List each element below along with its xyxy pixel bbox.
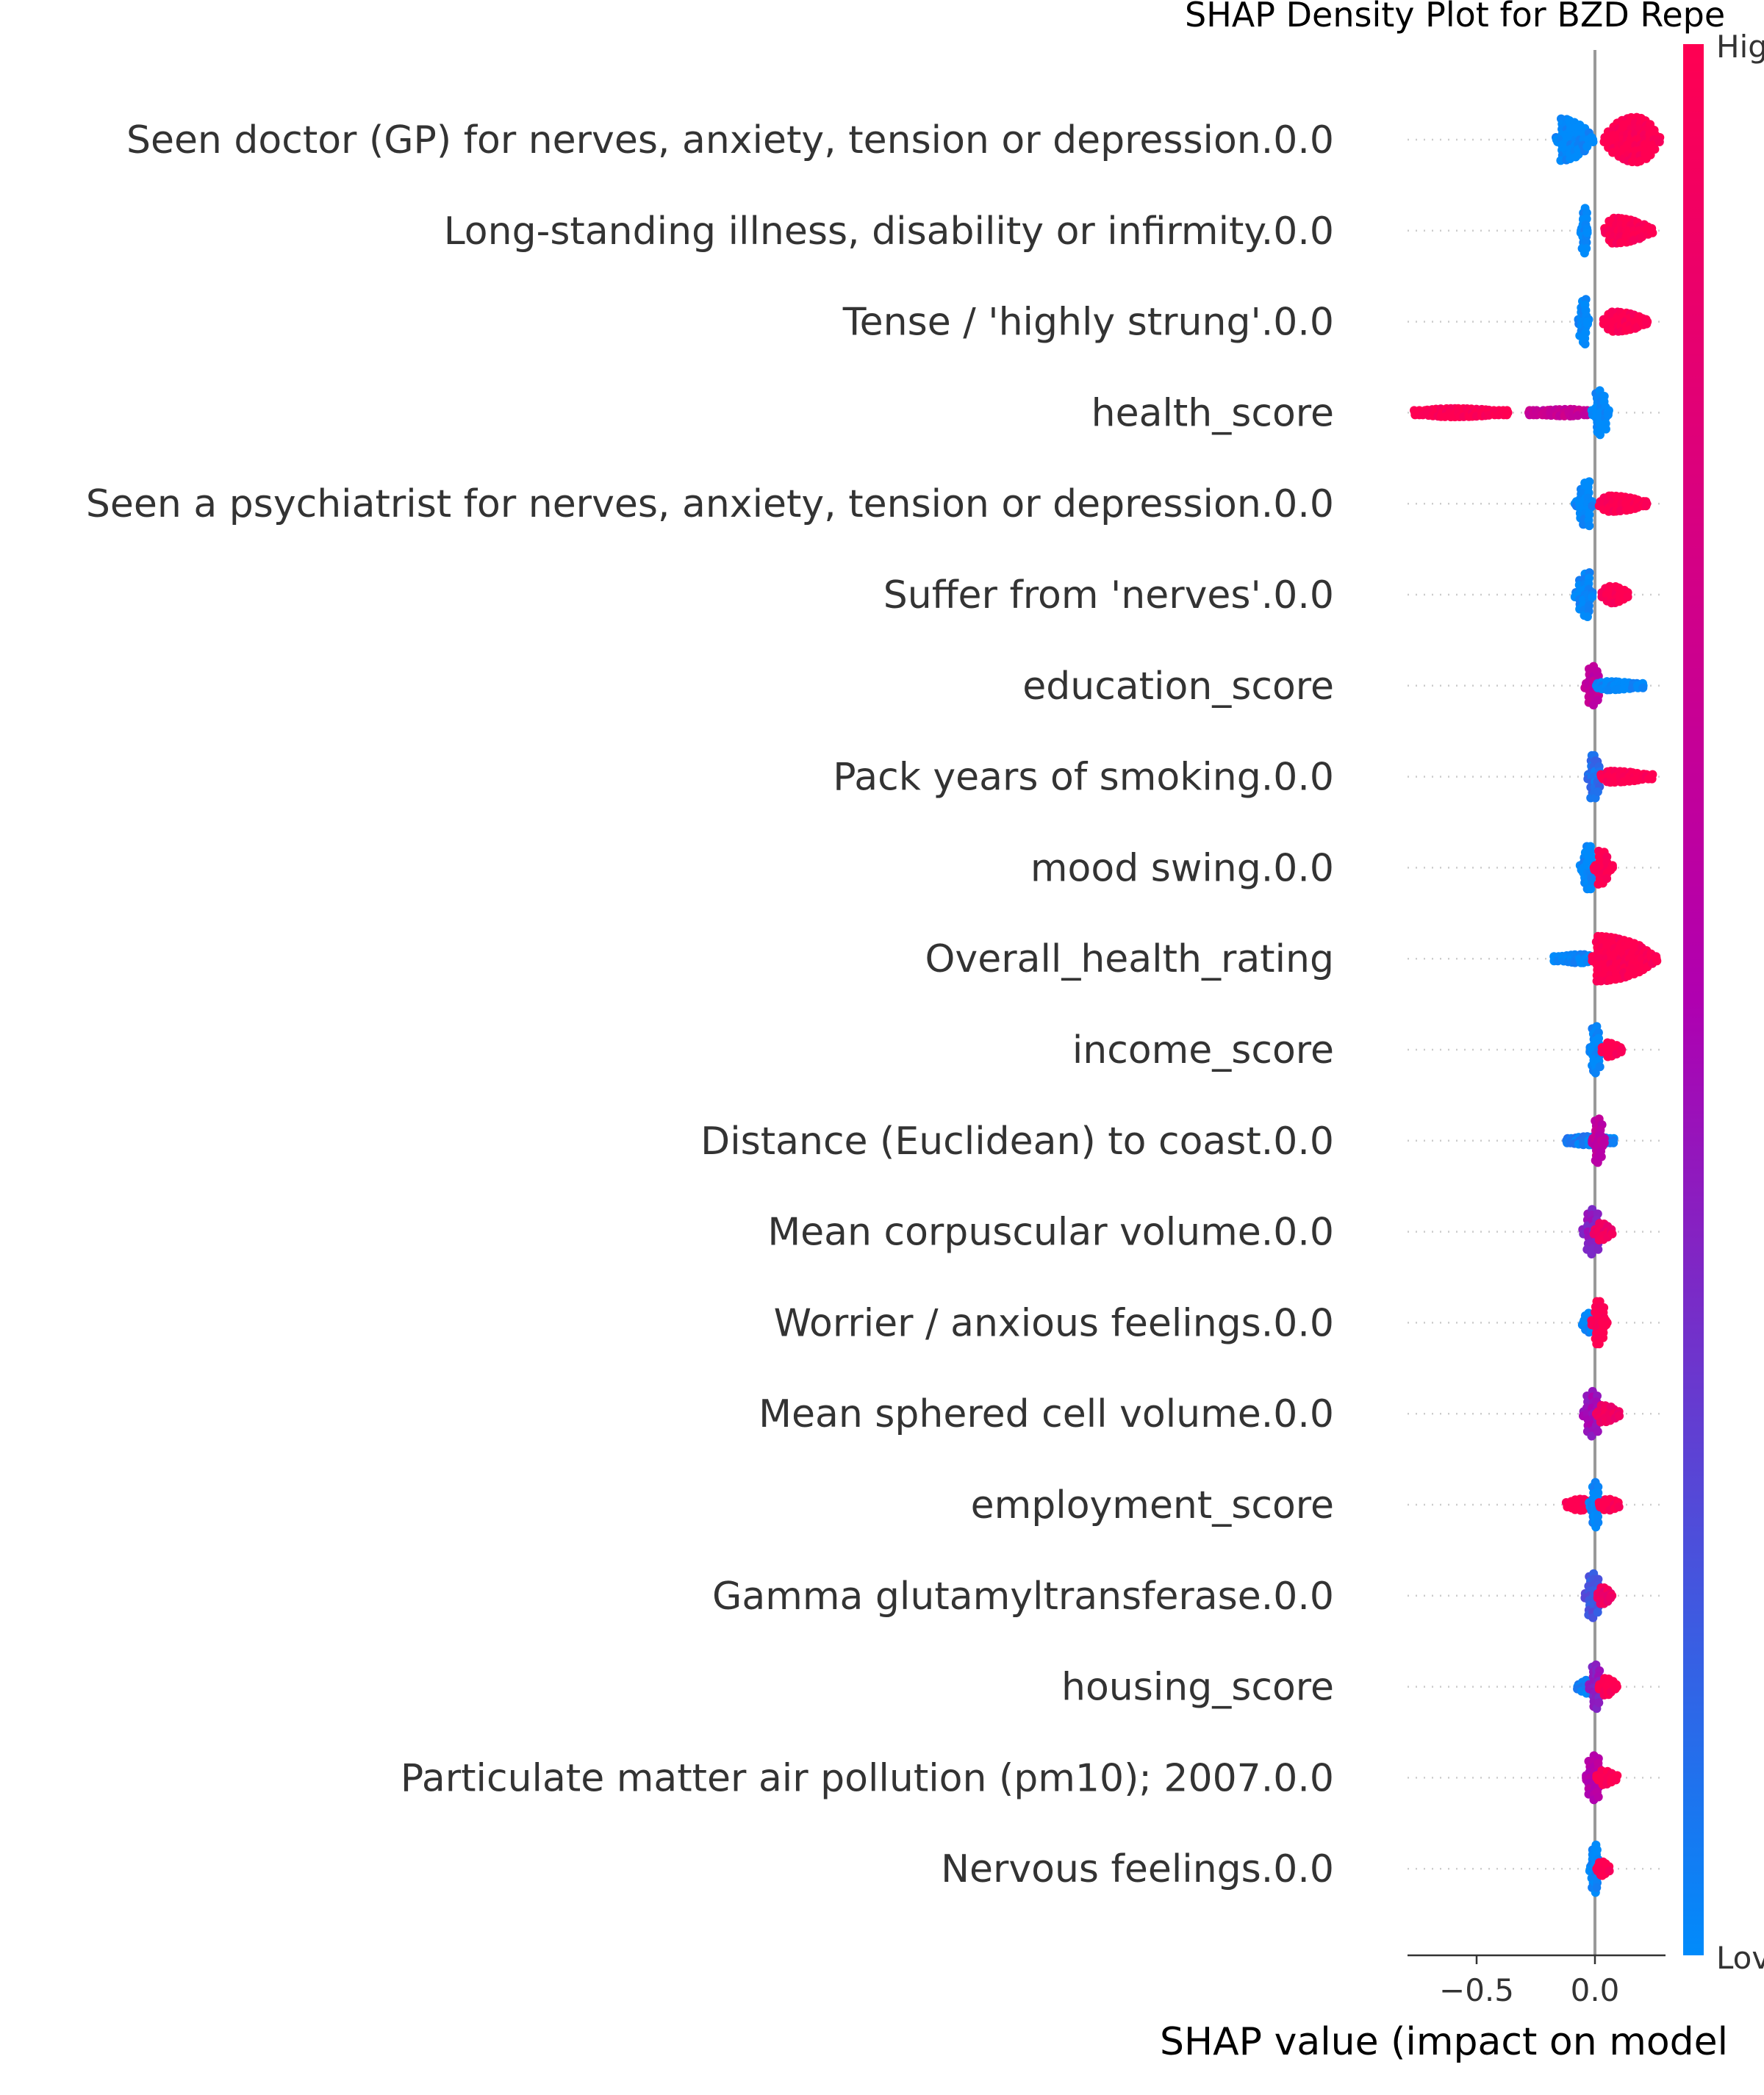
x-axis-label: SHAP value (impact on model: [1160, 2020, 1728, 2064]
shap-point: [1585, 521, 1594, 531]
shap-point: [1611, 1775, 1621, 1785]
chart-title: SHAP Density Plot for BZD Repe: [1185, 0, 1725, 35]
feature-label: mood swing.0.0: [1030, 846, 1334, 890]
shap-point: [1580, 340, 1590, 348]
shap-point: [1582, 228, 1592, 237]
shap-point: [1606, 1593, 1616, 1602]
feature-label: Long-standing illness, disability or inf…: [444, 210, 1334, 254]
feature-label: employment_score: [971, 1483, 1334, 1528]
shap-point: [1593, 1608, 1602, 1617]
shap-point: [1638, 683, 1648, 692]
shap-point: [1594, 1698, 1604, 1708]
shap-point: [1603, 410, 1613, 420]
shap-point: [1593, 1518, 1603, 1528]
feature-label: Tense / 'highly strung'.0.0: [842, 301, 1334, 345]
shap-point: [1605, 1866, 1614, 1876]
shap-point: [1582, 244, 1591, 253]
feature-gridlines: [1408, 138, 1666, 1870]
shap-point: [1596, 430, 1605, 440]
feature-label: housing_score: [1061, 1666, 1334, 1710]
colorbar: [1683, 44, 1704, 1955]
feature-label: education_score: [1022, 665, 1334, 709]
shap-point: [1615, 1411, 1624, 1421]
shap-point: [1602, 874, 1612, 884]
feature-label: health_score: [1091, 391, 1334, 435]
feature-label: Nervous feelings.0.0: [941, 1847, 1334, 1891]
feature-label: Distance (Euclidean) to coast.0.0: [700, 1120, 1334, 1164]
shap-point: [1596, 1152, 1606, 1161]
feature-label: Pack years of smoking.0.0: [833, 756, 1334, 800]
x-tick-label: −0.5: [1439, 1972, 1514, 2008]
shap-point: [1647, 774, 1657, 784]
feature-labels: Seen doctor (GP) for nerves, anxiety, te…: [86, 118, 1334, 1891]
shap-point: [1650, 145, 1660, 154]
shap-point: [1593, 1792, 1603, 1802]
shap-point: [1592, 1883, 1602, 1892]
shap-point: [1607, 1229, 1617, 1239]
feature-label: Mean sphered cell volume.0.0: [759, 1392, 1334, 1436]
colorbar-high-label: Hig: [1716, 29, 1764, 65]
shap-point: [1583, 319, 1592, 329]
shap-point: [1587, 1250, 1596, 1258]
shap-point: [1606, 865, 1616, 875]
shap-point: [1641, 501, 1651, 511]
feature-label: Overall_health_rating: [925, 937, 1335, 981]
shap-point: [1623, 592, 1632, 601]
shap-point: [1642, 319, 1652, 329]
shap-point: [1582, 612, 1592, 621]
shap-point: [1593, 787, 1602, 797]
x-axis-ticks: −0.5 0.0: [1439, 1955, 1619, 2008]
shap-points: [1410, 112, 1665, 1897]
shap-point: [1593, 695, 1602, 705]
feature-label: Seen a psychiatrist for nerves, anxiety,…: [86, 482, 1334, 526]
shap-point: [1652, 956, 1662, 966]
shap-point: [1597, 1773, 1607, 1783]
shap-point: [1588, 501, 1597, 511]
shap-point: [1599, 1333, 1608, 1342]
shap-point: [1601, 424, 1610, 434]
x-tick-label: 0.0: [1571, 1972, 1620, 2008]
shap-point: [1616, 1048, 1626, 1056]
feature-label: Worrier / anxious feelings.0.0: [774, 1301, 1334, 1345]
shap-point: [1593, 1427, 1602, 1436]
feature-label: Suffer from 'nerves'.0.0: [883, 573, 1334, 617]
shap-point: [1648, 228, 1657, 237]
shap-point: [1588, 592, 1597, 601]
shap-point: [1654, 137, 1664, 146]
shap-point: [1595, 1062, 1605, 1072]
shap-point: [1614, 1503, 1624, 1511]
feature-label: Particulate matter air pollution (pm10);…: [401, 1756, 1334, 1800]
shap-point: [1588, 137, 1598, 146]
feature-label: Seen doctor (GP) for nerves, anxiety, te…: [126, 118, 1334, 162]
feature-label: Gamma glutamyltransferase.0.0: [712, 1575, 1334, 1619]
shap-point: [1609, 1138, 1618, 1147]
shap-point: [1610, 1684, 1620, 1694]
feature-label: income_score: [1072, 1028, 1334, 1072]
feature-label: Mean corpuscular volume.0.0: [767, 1211, 1334, 1255]
shap-point: [1593, 1245, 1603, 1254]
shap-point: [1587, 1431, 1596, 1441]
shap-point: [1602, 1320, 1611, 1330]
shap-point: [1586, 884, 1596, 894]
shap-point: [1502, 410, 1512, 420]
colorbar-low-label: Lov: [1716, 1940, 1764, 1976]
shap-point: [1582, 142, 1592, 151]
shap-point: [1599, 1138, 1609, 1147]
shap-point: [1591, 1068, 1600, 1078]
